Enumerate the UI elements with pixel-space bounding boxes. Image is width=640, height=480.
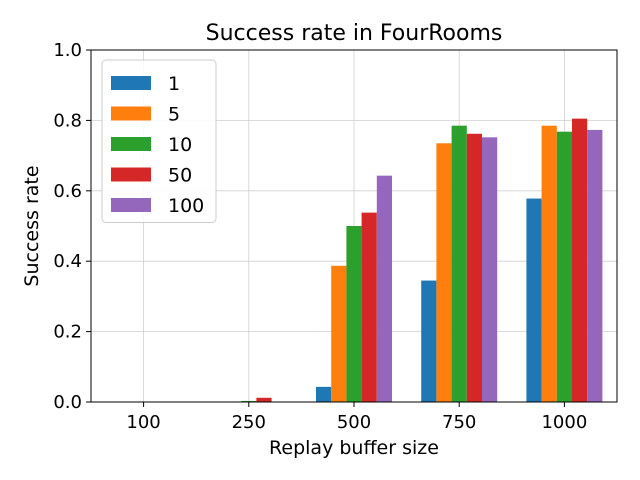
legend-box	[101, 59, 217, 223]
bar-100-1000	[587, 129, 603, 403]
bar-50-250	[256, 397, 272, 402]
plot-frame	[90, 49, 618, 403]
bar-1-750	[421, 280, 437, 402]
x-tick-label: 100	[126, 412, 160, 433]
bar-100-500	[376, 175, 392, 402]
x-tick-label: 1000	[541, 412, 587, 433]
bar-100-750	[482, 137, 498, 402]
bar-10-250	[241, 400, 257, 402]
legend-label-5: 5	[168, 104, 180, 126]
y-tick-label: 0.0	[53, 392, 82, 413]
axes: 0.0 0.2 0.4 0.6 0.8 1.0 100 250 500 750 1000	[53, 40, 618, 433]
legend-swatch-5	[111, 106, 151, 121]
legend: 1 5 10 50 100	[101, 59, 217, 223]
legend-swatch-50	[111, 167, 151, 182]
bar-5-1000	[541, 125, 557, 403]
chart-title: Success rate in FourRooms	[206, 21, 503, 46]
y-tick-label: 0.2	[53, 322, 82, 343]
x-tick-label: 500	[337, 412, 371, 433]
bars	[241, 118, 603, 403]
bar-5-500	[331, 265, 347, 402]
bar-10-500	[346, 226, 362, 402]
legend-swatch-100	[111, 198, 151, 212]
y-tick-label: 0.8	[53, 110, 82, 131]
x-tick-label: 250	[232, 412, 266, 433]
x-tick-label: 750	[442, 412, 476, 433]
bar-10-750	[451, 125, 467, 403]
bar-50-1000	[572, 118, 588, 402]
y-tick-label: 0.6	[53, 181, 82, 202]
bar-5-750	[436, 143, 452, 402]
bar-50-500	[361, 212, 377, 402]
legend-label-1: 1	[168, 73, 180, 95]
legend-label-10: 10	[168, 134, 192, 156]
y-axis-label: Success rate	[21, 165, 43, 286]
y-tick-label: 1.0	[53, 40, 82, 61]
x-axis-label: Replay buffer size	[269, 437, 439, 459]
y-tick-label: 0.4	[53, 251, 82, 272]
bar-10-1000	[556, 131, 572, 402]
legend-label-100: 100	[168, 195, 204, 217]
bar-1-500	[316, 386, 332, 402]
legend-label-50: 50	[168, 165, 192, 187]
bar-50-750	[466, 133, 482, 402]
legend-swatch-1	[111, 76, 151, 90]
bar-1-1000	[526, 198, 542, 402]
legend-swatch-10	[111, 137, 151, 151]
